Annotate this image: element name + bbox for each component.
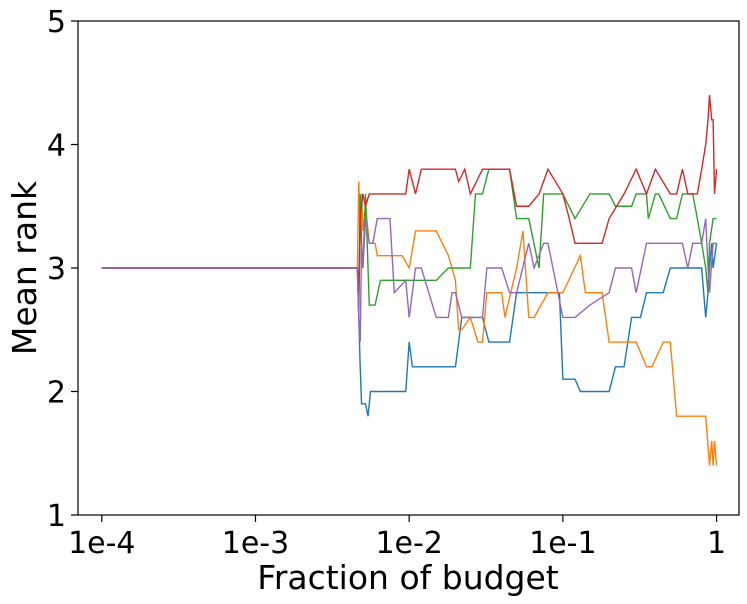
y-tick-label: 5	[47, 5, 66, 40]
x-axis-ticks: 1e-4 1e-3 1e-2 1e-1 1	[68, 515, 726, 561]
x-tick-label: 1e-1	[529, 526, 596, 561]
series-orange-line	[101, 181, 718, 466]
y-axis-label: Mean rank	[5, 180, 44, 355]
y-tick-label: 4	[47, 129, 66, 164]
series-layer	[101, 95, 718, 466]
x-tick-label: 1e-3	[222, 526, 289, 561]
series-purple-line	[101, 217, 717, 343]
x-tick-label: 1e-2	[375, 526, 442, 561]
x-tick-label: 1	[707, 526, 726, 561]
x-axis-label: Fraction of budget	[257, 558, 559, 597]
y-tick-label: 2	[47, 376, 66, 411]
y-tick-label: 3	[47, 252, 66, 287]
y-tick-label: 1	[47, 499, 66, 534]
series-red-line	[101, 95, 718, 293]
y-axis-ticks: 1 2 3 4 5	[47, 5, 78, 534]
x-tick-label: 1e-4	[68, 526, 135, 561]
series-blue-line	[101, 243, 718, 417]
